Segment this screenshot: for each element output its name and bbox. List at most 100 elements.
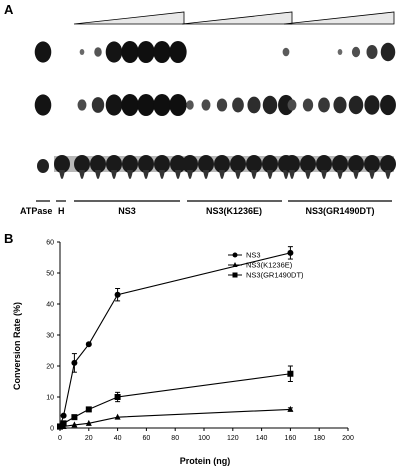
blot-spot-bottom (170, 155, 186, 173)
blot-spot-top (137, 40, 155, 64)
y-axis-label: Conversion Rate (%) (12, 302, 22, 390)
blot-spot-bottom (348, 155, 364, 173)
panel-b-letter: B (4, 231, 14, 246)
blot-spot-top (380, 42, 396, 62)
y-tick-label: 60 (46, 240, 54, 247)
blot-spot-top (79, 49, 85, 55)
blot-spot-middle (34, 94, 52, 116)
blot-spot-top (121, 40, 139, 64)
blot-spot-tail (143, 170, 149, 179)
data-point-ns3 (287, 249, 294, 256)
lane-label-ns3: NS3 (118, 206, 136, 216)
blot-spot-top (169, 40, 187, 64)
blot-spot-middle (287, 99, 297, 111)
data-point-ns3 (71, 359, 78, 366)
lane-label-ns3-gr1490dt: NS3(GR1490DT) (305, 206, 374, 216)
blot-spot-bottom (364, 155, 380, 173)
blot-spot-top (337, 49, 343, 55)
blot-spot-tail (159, 170, 165, 179)
blot-spot-bottom (332, 155, 348, 173)
x-axis-label: Protein (ng) (180, 456, 231, 466)
blot-spot-top (153, 40, 171, 64)
blot-spot-bottom (284, 155, 300, 173)
blot-spot-bottom (262, 155, 278, 173)
blot-spot-middle (153, 93, 171, 117)
x-tick-label: 180 (313, 435, 325, 442)
blot-spot-tail (95, 170, 101, 179)
blot-spot-middle (364, 95, 380, 115)
blot-spot-tail (289, 170, 295, 179)
data-point-ns3-gr1490dt- (287, 370, 294, 377)
blot-spot-tail (219, 170, 225, 179)
blot-spot-middle (137, 93, 155, 117)
chart-axes: 0 20 40 60 80 100 120 140 160 180 200 0 10 20 30 40 50 60 (46, 240, 354, 443)
blot-spot-middle (186, 100, 194, 110)
blot-spot-tail (187, 170, 193, 179)
blot-spot-tail (235, 170, 241, 179)
legend-label-ns3: NS3 (246, 251, 261, 260)
lane-label-atpase: ATPase (20, 206, 52, 216)
data-point-ns3-gr1490dt- (114, 394, 121, 400)
blot-spot-bottom (300, 155, 316, 173)
blot-spot-middle (216, 98, 228, 112)
legend-marker-ns3 (232, 252, 238, 258)
y-tick-label: 10 (46, 395, 54, 402)
blot-spot-tail (175, 170, 181, 179)
blot-spot-bottom (316, 155, 332, 173)
blot-spot-tail (337, 170, 343, 179)
blot-spot-top (366, 45, 378, 59)
blot-spot-middle (201, 99, 211, 111)
blot-spot-bottom (106, 155, 122, 173)
blot-spot-top (105, 41, 123, 63)
blot-spot-tail (353, 170, 359, 179)
data-point-ns3-gr1490dt- (85, 406, 92, 413)
concentration-ramp (283, 11, 395, 25)
blot-spot-middle (247, 96, 261, 114)
blot-spot-middle (348, 95, 364, 115)
lane-labels: ATPase H NS3 NS3(K1236E) NS3(GR1490DT) (20, 200, 392, 216)
x-tick-label: 20 (85, 435, 93, 442)
y-tick-label: 40 (46, 302, 54, 309)
blot-spot-middle (278, 94, 294, 116)
blot-spot-middle (380, 94, 396, 116)
series-line-ns3-k1236e- (59, 408, 291, 428)
blot-spot-bottom (214, 155, 230, 173)
data-point-ns3-k1236e- (287, 405, 294, 412)
x-tick-label: 0 (58, 435, 62, 442)
data-point-ns3 (60, 412, 67, 419)
x-tick-label: 60 (143, 435, 151, 442)
legend-label-ns3-gr1490dt-: NS3(GR1490DT) (246, 271, 304, 280)
blot-spot-bottom (230, 155, 246, 173)
x-tick-label: 100 (198, 435, 210, 442)
blot-spot-tail (385, 170, 391, 179)
lane-label-h: H (58, 206, 65, 216)
x-tick-label: 120 (227, 435, 239, 442)
x-tick-label: 200 (342, 435, 354, 442)
blot-spot-tail (111, 170, 117, 179)
blot-spot-tail (321, 170, 327, 179)
blot-spot-tail (79, 170, 85, 179)
blot-spot-bottom (380, 155, 396, 173)
blot-spot-tail (267, 170, 273, 179)
blot-spot-top (351, 46, 361, 58)
y-tick-label: 30 (46, 333, 54, 340)
x-tick-label: 80 (171, 435, 179, 442)
blot-spot-bottom (122, 155, 138, 173)
conversion-rate-chart: 0 20 40 60 80 100 120 140 160 180 200 0 10 20 30 40 50 60… (12, 240, 354, 467)
blot-spot-middle (77, 99, 87, 111)
series-markers (57, 249, 294, 430)
data-point-ns3-k1236e- (114, 413, 121, 420)
legend-marker-ns3-gr1490dt- (232, 272, 238, 278)
blot-spot-middle (121, 93, 139, 117)
blot-spot-top (282, 47, 290, 57)
blot-spot-tail (251, 170, 257, 179)
x-tick-label: 140 (256, 435, 268, 442)
legend-label-ns3-k1236e-: NS3(K1236E) (246, 261, 293, 270)
blot-spot-bottom (182, 155, 198, 173)
blot-spot-top (94, 47, 102, 57)
blot-spot-tail (283, 170, 289, 179)
y-tick-label: 0 (50, 426, 54, 433)
blot-spot-bottom (37, 159, 49, 173)
blot-spot-middle (333, 96, 347, 114)
